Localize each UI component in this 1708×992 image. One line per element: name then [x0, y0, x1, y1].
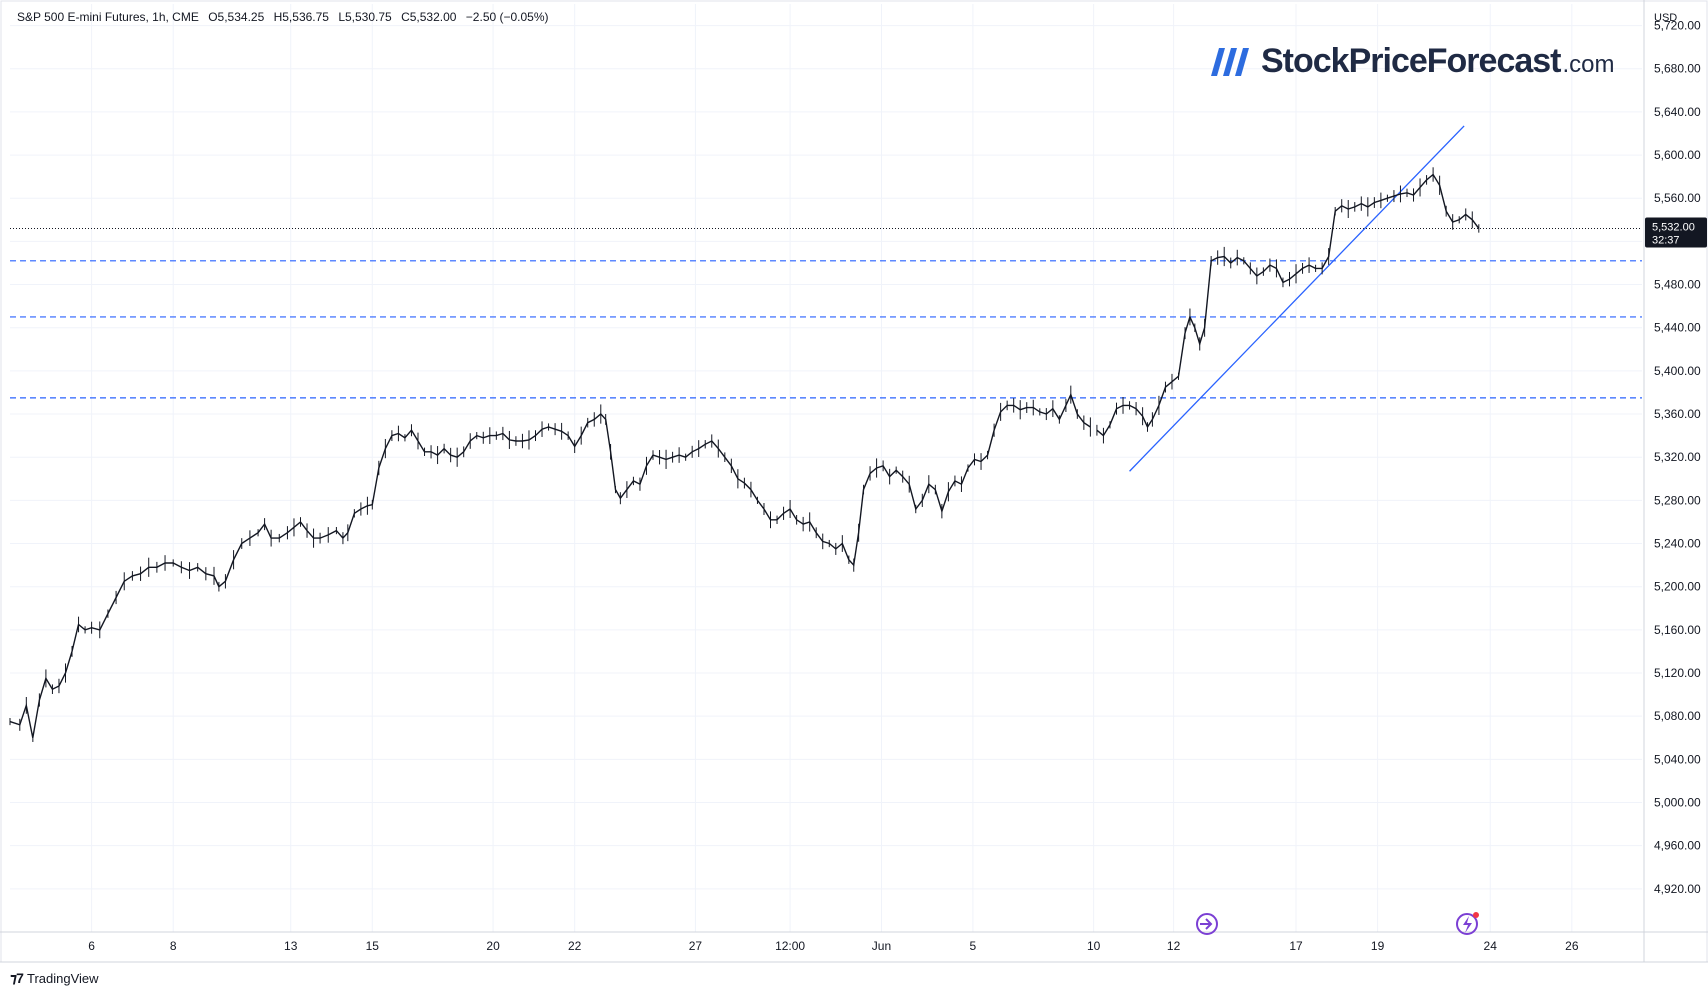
time-tick-label: 10 — [1087, 939, 1101, 953]
last-price-value: 5,532.00 — [1652, 221, 1695, 233]
trendline-segment — [1129, 125, 1465, 472]
price-tick-label: 5,640.00 — [1654, 105, 1701, 119]
tradingview-logo-icon: ⁊7 — [10, 970, 24, 986]
tradingview-footer[interactable]: ⁊7 TradingView — [10, 970, 99, 987]
time-tick-label: 8 — [170, 939, 177, 953]
price-tick-label: 5,080.00 — [1654, 709, 1701, 723]
brand-watermark: StockPriceForecast .com — [1211, 42, 1615, 81]
price-tick-label: 5,040.00 — [1654, 752, 1701, 766]
support-levels — [10, 260, 1642, 399]
price-tick-label: 5,600.00 — [1654, 148, 1701, 162]
brand-slash-icon — [1211, 48, 1249, 76]
time-tick-label: 24 — [1484, 939, 1498, 953]
price-line — [9, 173, 1480, 738]
time-tick-label: 26 — [1565, 939, 1579, 953]
symbol-legend: S&P 500 E-mini Futures, 1h, CME O5,534.2… — [17, 10, 555, 24]
time-tick-label: 17 — [1289, 939, 1303, 953]
price-tick-label: 4,960.00 — [1654, 839, 1701, 853]
time-tick-label: 15 — [366, 939, 380, 953]
price-tick-label: 5,680.00 — [1654, 62, 1701, 76]
low-value: L5,530.75 — [338, 10, 392, 24]
price-series — [9, 167, 1480, 742]
price-tick-label: 5,440.00 — [1654, 321, 1701, 335]
price-tick-label: 5,240.00 — [1654, 537, 1701, 551]
time-tick-label: Jun — [872, 939, 891, 953]
close-value: C5,532.00 — [401, 10, 457, 24]
price-tick-label: 5,480.00 — [1654, 278, 1701, 292]
time-tick-label: 13 — [284, 939, 298, 953]
price-tick-label: 5,120.00 — [1654, 666, 1701, 680]
open-value: O5,534.25 — [208, 10, 265, 24]
price-tick-label: 5,200.00 — [1654, 580, 1701, 594]
time-tick-label: 27 — [689, 939, 703, 953]
time-tick-label: 6 — [88, 939, 95, 953]
change-value: −2.50 (−0.05%) — [465, 10, 549, 24]
time-tick-label: 5 — [970, 939, 977, 953]
last-price-box — [1645, 217, 1707, 248]
time-tick-label: 22 — [568, 939, 582, 953]
price-tick-label: 5,400.00 — [1654, 364, 1701, 378]
chart-grid — [10, 4, 1642, 932]
symbol-title[interactable]: S&P 500 E-mini Futures, 1h, CME — [17, 10, 199, 24]
time-tick-label: 12:00 — [775, 939, 805, 953]
chart-axes — [0, 0, 1708, 963]
price-tick-label: 5,280.00 — [1654, 493, 1701, 507]
lightning-icon[interactable] — [1456, 912, 1479, 935]
currency-label[interactable]: USD — [1654, 12, 1678, 24]
time-tick-label: 19 — [1371, 939, 1385, 953]
trendline — [1129, 125, 1465, 472]
brand-tld: .com — [1562, 51, 1615, 78]
price-tick-label: 5,320.00 — [1654, 450, 1701, 464]
price-tick-label: 5,000.00 — [1654, 796, 1701, 810]
high-value: H5,536.75 — [273, 10, 329, 24]
time-axis-labels: 6 8 13 15 20 22 27 12:00 Jun 5 10 12 17 19 24 26 — [88, 939, 1579, 953]
tradingview-label: TradingView — [26, 971, 99, 986]
brand-name: StockPriceForecast — [1261, 42, 1561, 80]
time-tick-label: 12 — [1167, 939, 1181, 953]
price-tick-label: 5,560.00 — [1654, 191, 1701, 205]
chart-frame — [0, 0, 1708, 963]
bar-countdown: 32:37 — [1652, 234, 1680, 246]
price-tick-label: 4,920.00 — [1654, 882, 1701, 896]
events-icon[interactable] — [1196, 913, 1218, 935]
price-tick-label: 5,360.00 — [1654, 407, 1701, 421]
price-tick-label: 5,720.00 — [1654, 19, 1701, 33]
time-tick-label: 20 — [486, 939, 500, 953]
price-axis-labels: 5,720.00 5,680.00 5,640.00 5,600.00 5,560.00… — [1654, 19, 1701, 896]
price-tick-label: 5,160.00 — [1654, 623, 1701, 637]
